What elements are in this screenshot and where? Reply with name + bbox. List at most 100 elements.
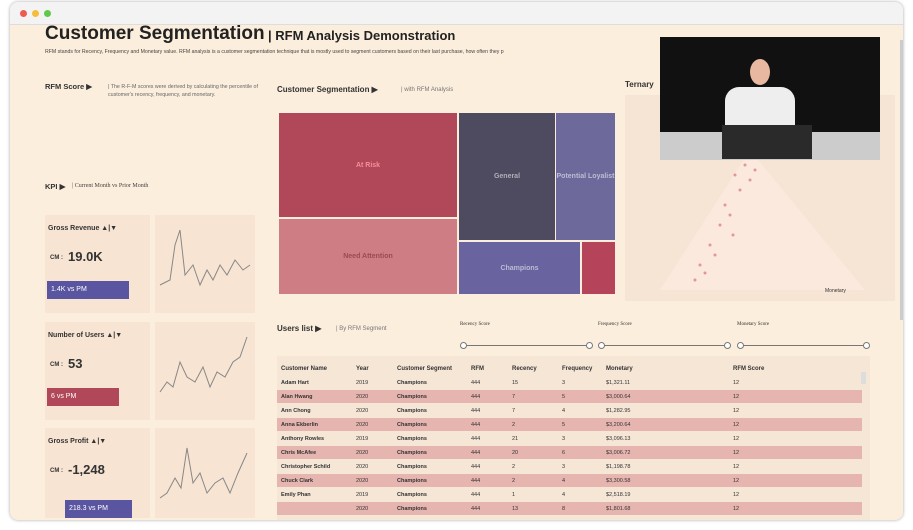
sparkline [159, 229, 251, 287]
table-cell: 7 [512, 408, 516, 414]
sparkline [159, 447, 248, 499]
table-row[interactable]: Ann Chong 2020 Champions 444 7 4 $1,282.95 12 [277, 404, 862, 417]
table-row[interactable]: Christopher Schild 2020 Champions 444 2 3 $1,1… [277, 460, 862, 473]
scrollbar[interactable] [861, 372, 866, 384]
table-row[interactable]: Alan Hwang 2020 Champions 444 7 5 $3,000.64 12 [277, 390, 862, 403]
table-cell: 2020 [356, 408, 369, 414]
segment[interactable] [582, 242, 615, 294]
subtitle: | RFM Analysis Demonstration [268, 28, 456, 43]
table-cell: 2019 [356, 436, 369, 442]
rfm-note: | The R-F-M scores were derived by calcu… [108, 84, 258, 98]
table-cell: 7 [512, 394, 516, 400]
table-cell: Chuck Clark [281, 478, 314, 484]
table-cell: 4 [562, 478, 566, 484]
table-row[interactable]: Emily Phan 2019 Champions 444 1 4 $2,518.19 12 [277, 488, 862, 501]
column-header[interactable]: Year [356, 366, 369, 372]
table-cell: 4 [562, 492, 566, 498]
slider-track[interactable] [601, 345, 727, 346]
table-cell: Champions [397, 450, 427, 456]
table-cell: $3,000.64 [606, 394, 631, 400]
slider-track[interactable] [740, 345, 866, 346]
page-scrollbar[interactable] [900, 40, 903, 320]
ternary-triangle [660, 150, 865, 290]
slider-handle[interactable] [724, 342, 731, 349]
table-row[interactable]: Anna Ekberlin 2020 Champions 444 2 5 $3,200.64… [277, 418, 862, 431]
table-cell: $2,518.19 [606, 492, 631, 498]
ternary-title: Ternary [625, 80, 654, 89]
table-cell: $3,096.13 [606, 436, 631, 442]
column-header[interactable]: Customer Segment [397, 366, 453, 372]
table-cell: Emily Phan [281, 492, 311, 498]
table-cell: 12 [733, 478, 740, 484]
table-cell: Alan Hwang [281, 394, 313, 400]
close-button[interactable] [20, 10, 27, 17]
column-header[interactable]: Monetary [606, 366, 633, 372]
slider-handle[interactable] [460, 342, 467, 349]
kpi-delta: 218.3 vs PM [65, 500, 132, 518]
person-head [750, 59, 770, 85]
slider-handle[interactable] [586, 342, 593, 349]
segment[interactable]: Champions [459, 242, 580, 294]
ternary-plot [660, 150, 865, 290]
segment[interactable]: General [459, 113, 555, 240]
table-cell: $3,300.58 [606, 478, 631, 484]
table-cell: 2020 [356, 464, 369, 470]
column-header[interactable]: Recency [512, 366, 537, 372]
column-header[interactable]: RFM [471, 366, 484, 372]
table-row[interactable]: Anthony Rowles 2019 Champions 444 21 3 $3,096.… [277, 432, 862, 445]
table-cell: 2019 [356, 380, 369, 386]
sparkline [159, 336, 248, 393]
segment[interactable]: Potential Loyalist [556, 113, 615, 240]
table-cell: $1,801.68 [606, 506, 631, 512]
kpi-delta: 6 vs PM [47, 388, 119, 406]
kpi-prefix: CM : [50, 255, 63, 261]
table-cell: 12 [733, 422, 740, 428]
column-header[interactable]: Customer Name [281, 366, 328, 372]
segment[interactable]: At Risk [279, 113, 457, 217]
treemap: At Risk Need Attention General Potential… [279, 113, 615, 294]
filter-label: Frequency Score [598, 322, 632, 327]
slider-handle[interactable] [863, 342, 870, 349]
table-cell: Champions [397, 478, 427, 484]
table-cell: Champions [397, 506, 427, 512]
table-row[interactable]: Chuck Clark 2020 Champions 444 2 4 $3,300.58 12 [277, 474, 862, 487]
table-bg [277, 356, 870, 520]
filter-label: Monetary Score [737, 322, 770, 327]
zoom-button[interactable] [44, 10, 51, 17]
column-header[interactable]: Frequency [562, 366, 593, 372]
table-cell: Chris McAfee [281, 450, 317, 456]
slider-handle[interactable] [598, 342, 605, 349]
kpi-prefix: CM : [50, 362, 63, 368]
table-cell: 12 [733, 492, 740, 498]
table-cell: 15 [512, 380, 519, 386]
kpi-delta: 1.4K vs PM [47, 281, 129, 299]
kpi-label: Number of Users ▲|▼ [48, 332, 123, 339]
sparkline-path [159, 447, 248, 499]
description: RFM stands for Recency, Frequency and Mo… [45, 49, 504, 55]
table-cell: 8 [562, 506, 566, 512]
table-row[interactable]: 2020 Champions 444 13 8 $1,801.68 12 [277, 502, 862, 515]
table-row[interactable]: Adam Hart 2019 Champions 444 15 3 $1,321.11 12 [277, 376, 862, 389]
table-cell: Champions [397, 408, 427, 414]
table-cell: 12 [733, 408, 740, 414]
segment[interactable]: Need Attention [279, 219, 457, 294]
table-cell: Champions [397, 394, 427, 400]
table-cell: Champions [397, 464, 427, 470]
table-cell: 12 [733, 436, 740, 442]
table-cell: 1 [512, 492, 516, 498]
slider-track[interactable] [463, 345, 589, 346]
table-cell: 444 [471, 436, 481, 442]
table-cell: 12 [733, 464, 740, 470]
slider-handle[interactable] [737, 342, 744, 349]
table-cell: 13 [512, 506, 519, 512]
table-cell: 5 [562, 394, 566, 400]
users-title: Users list ▶ [277, 324, 322, 333]
sparkline-panel [155, 322, 255, 420]
table-cell: $1,198.78 [606, 464, 631, 470]
ternary-axis: Monetary [825, 288, 846, 294]
table-row[interactable]: Chris McAfee 2020 Champions 444 20 6 $3,006.72… [277, 446, 862, 459]
title-bar [10, 2, 903, 25]
minimize-button[interactable] [32, 10, 39, 17]
column-header[interactable]: RFM Score [733, 366, 765, 372]
